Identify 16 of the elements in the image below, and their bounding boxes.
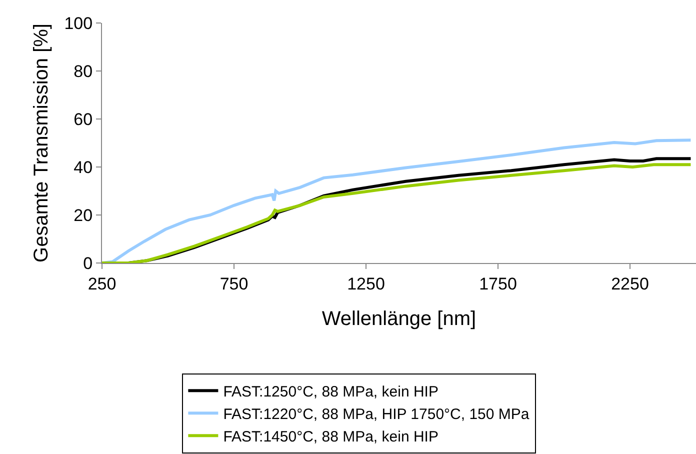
y-axis-title: Gesamte Transmission [%]: [30, 24, 53, 262]
legend-label: FAST:1250°C, 88 MPa, kein HIP: [223, 384, 438, 400]
x-tick-label: 1250: [347, 274, 385, 294]
y-tick-label: 80: [74, 62, 93, 81]
y-tick-label: 0: [83, 254, 93, 273]
y-tick-label: 60: [74, 110, 93, 129]
x-tick-label: 1750: [479, 274, 517, 294]
x-tick-label: 250: [88, 274, 116, 294]
legend-label: FAST:1450°C, 88 MPa, kein HIP: [223, 428, 438, 446]
y-tick-label: 20: [74, 206, 93, 225]
x-tick-label: 750: [220, 274, 248, 294]
x-tick-label: 2250: [611, 274, 649, 294]
x-axis-title: Wellenlänge [nm]: [322, 308, 476, 330]
legend-label: FAST:1220°C, 88 MPa, HIP 1750°C, 150 MPa: [223, 406, 530, 423]
y-tick-label: 40: [74, 158, 93, 177]
y-tick-label: 100: [64, 14, 93, 33]
